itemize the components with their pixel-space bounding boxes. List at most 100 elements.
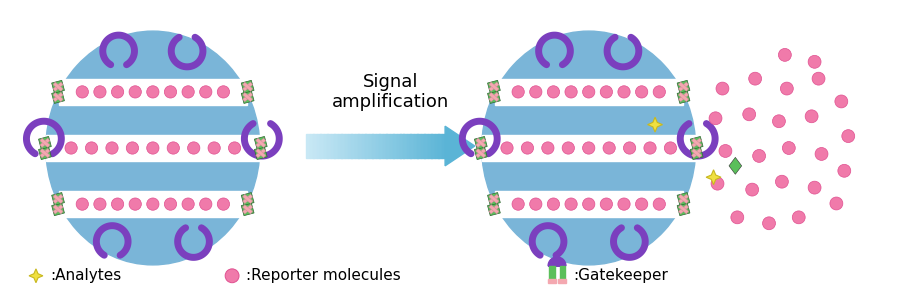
Circle shape <box>565 86 577 98</box>
Circle shape <box>709 112 722 125</box>
Circle shape <box>182 86 194 98</box>
Bar <box>489 92 499 102</box>
Circle shape <box>512 198 524 210</box>
Bar <box>393 134 397 158</box>
Circle shape <box>617 86 630 98</box>
Bar <box>242 194 252 204</box>
Circle shape <box>565 198 577 210</box>
Circle shape <box>112 198 123 210</box>
Circle shape <box>719 144 732 157</box>
Bar <box>344 134 349 158</box>
Bar <box>431 134 435 158</box>
Bar <box>558 279 566 283</box>
FancyBboxPatch shape <box>38 147 52 160</box>
Bar <box>549 266 555 279</box>
Bar <box>242 194 252 204</box>
Circle shape <box>805 110 818 123</box>
FancyBboxPatch shape <box>254 147 267 160</box>
Bar <box>397 134 400 158</box>
Circle shape <box>644 142 656 154</box>
Bar <box>338 134 341 158</box>
Circle shape <box>653 86 666 98</box>
Bar <box>489 205 499 214</box>
Text: Signal
amplification: Signal amplification <box>332 73 449 111</box>
Bar <box>428 134 431 158</box>
Bar <box>46 135 260 161</box>
Circle shape <box>603 142 616 154</box>
Bar <box>418 134 421 158</box>
FancyBboxPatch shape <box>474 136 488 149</box>
Bar <box>476 149 486 158</box>
Bar <box>678 82 688 91</box>
Bar <box>390 134 393 158</box>
Bar <box>327 134 331 158</box>
Circle shape <box>716 82 729 95</box>
Bar <box>306 134 311 158</box>
Bar <box>489 92 499 102</box>
FancyBboxPatch shape <box>52 91 64 104</box>
FancyBboxPatch shape <box>488 203 500 216</box>
Bar <box>482 135 696 161</box>
Bar <box>678 194 688 204</box>
Bar <box>489 194 499 204</box>
Circle shape <box>182 198 194 210</box>
Circle shape <box>665 142 676 154</box>
Circle shape <box>200 86 212 98</box>
Circle shape <box>129 198 142 210</box>
Bar <box>313 134 317 158</box>
Bar <box>489 205 499 214</box>
FancyBboxPatch shape <box>242 80 254 93</box>
Polygon shape <box>29 269 43 283</box>
Bar <box>678 92 688 102</box>
Circle shape <box>749 72 762 85</box>
Circle shape <box>521 142 534 154</box>
FancyBboxPatch shape <box>52 203 64 216</box>
Bar <box>310 134 314 158</box>
Bar <box>242 205 252 214</box>
Circle shape <box>617 198 630 210</box>
Circle shape <box>600 86 613 98</box>
Circle shape <box>94 86 106 98</box>
Circle shape <box>217 86 230 98</box>
Bar <box>53 82 64 91</box>
Bar <box>382 134 387 158</box>
Bar <box>40 138 50 147</box>
Bar <box>678 194 688 204</box>
Circle shape <box>583 86 595 98</box>
Bar <box>380 134 383 158</box>
Circle shape <box>583 142 595 154</box>
Circle shape <box>743 108 755 121</box>
Bar <box>362 134 366 158</box>
Bar <box>692 149 702 158</box>
Circle shape <box>745 183 758 196</box>
Bar <box>53 82 64 91</box>
Text: :Reporter molecules: :Reporter molecules <box>246 268 400 283</box>
Circle shape <box>830 197 843 210</box>
FancyBboxPatch shape <box>474 147 488 160</box>
Circle shape <box>773 115 785 128</box>
Bar <box>495 78 683 105</box>
Bar <box>40 149 50 158</box>
Text: :Analytes: :Analytes <box>50 268 121 283</box>
Bar <box>242 92 252 102</box>
Circle shape <box>542 142 554 154</box>
FancyBboxPatch shape <box>488 91 500 104</box>
Bar <box>476 138 486 147</box>
Bar <box>376 134 380 158</box>
Bar <box>53 194 64 204</box>
Polygon shape <box>647 117 663 132</box>
Circle shape <box>812 72 825 85</box>
Bar <box>53 205 64 214</box>
Bar <box>334 134 338 158</box>
Bar <box>351 134 355 158</box>
Circle shape <box>548 198 559 210</box>
Bar <box>678 205 688 214</box>
Circle shape <box>838 164 851 177</box>
Circle shape <box>842 130 854 143</box>
FancyBboxPatch shape <box>242 91 254 104</box>
Bar <box>256 138 266 147</box>
Bar <box>476 138 486 147</box>
FancyBboxPatch shape <box>677 91 690 104</box>
Polygon shape <box>729 157 742 174</box>
Bar <box>341 134 345 158</box>
